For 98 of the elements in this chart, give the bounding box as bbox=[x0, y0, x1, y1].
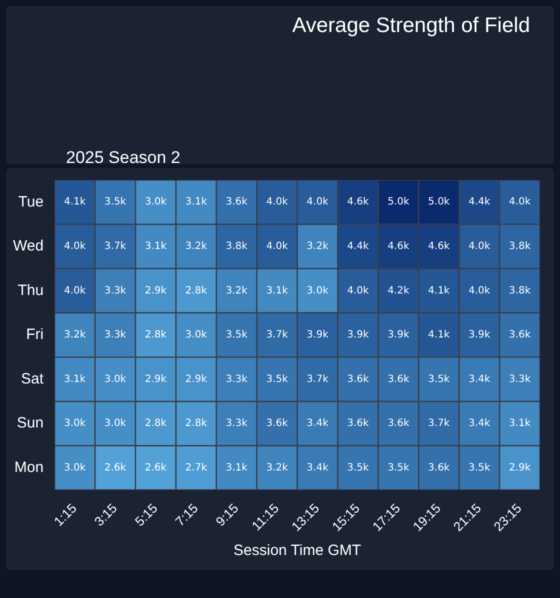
data-label: 3.6k bbox=[508, 330, 531, 341]
data-label: 3.5k bbox=[347, 462, 370, 474]
chart-subtitle: 2025 Season 2 bbox=[66, 148, 180, 168]
data-label: 5.0k bbox=[428, 196, 450, 208]
data-label: 3.3k bbox=[104, 285, 126, 296]
data-label: 3.2k bbox=[306, 241, 329, 252]
data-label: 4.0k bbox=[468, 241, 490, 252]
data-label: 2.7k bbox=[185, 462, 208, 474]
data-label: 4.6k bbox=[347, 196, 370, 208]
data-label: 3.9k bbox=[306, 330, 329, 341]
data-label: 3.6k bbox=[226, 196, 248, 208]
chart-title: Average Strength of Field bbox=[292, 14, 530, 38]
data-label: 3.4k bbox=[306, 462, 329, 474]
y-tick-label: Wed bbox=[12, 238, 44, 255]
data-label: 4.0k bbox=[64, 241, 86, 252]
data-label: 3.4k bbox=[468, 418, 490, 430]
data-label: 3.2k bbox=[64, 330, 86, 341]
data-label: 4.4k bbox=[468, 196, 490, 208]
data-label: 3.4k bbox=[468, 374, 490, 385]
data-label: 3.1k bbox=[226, 462, 248, 474]
data-label: 3.0k bbox=[104, 418, 126, 430]
data-label: 5.0k bbox=[388, 196, 410, 208]
y-tick-label: Mon bbox=[14, 458, 44, 476]
x-tick-label: 9:15 bbox=[212, 500, 242, 530]
data-label: 4.0k bbox=[508, 196, 531, 208]
data-label: 3.3k bbox=[508, 374, 531, 385]
data-label: 3.6k bbox=[266, 418, 288, 430]
data-label: 3.1k bbox=[64, 374, 86, 385]
data-label: 3.9k bbox=[388, 330, 410, 341]
data-label: 3.5k bbox=[266, 374, 288, 385]
data-label: 3.2k bbox=[266, 462, 288, 474]
data-label: 2.8k bbox=[185, 285, 208, 296]
data-label: 4.1k bbox=[428, 285, 450, 296]
data-label: 4.0k bbox=[468, 285, 490, 296]
y-tick-label: Sun bbox=[16, 414, 44, 432]
data-label: 3.5k bbox=[104, 196, 126, 208]
data-label: 3.7k bbox=[104, 241, 126, 252]
data-label: 2.8k bbox=[144, 418, 167, 430]
data-label: 2.8k bbox=[185, 418, 208, 430]
data-label: 4.4k bbox=[347, 241, 370, 252]
data-label: 3.5k bbox=[428, 374, 450, 385]
data-label: 3.6k bbox=[388, 418, 410, 430]
data-label: 3.8k bbox=[226, 241, 248, 252]
data-label: 3.0k bbox=[104, 374, 126, 385]
data-label: 4.6k bbox=[428, 241, 450, 252]
data-label: 3.1k bbox=[185, 196, 208, 208]
data-label: 2.6k bbox=[104, 462, 126, 474]
x-tick-label: 3:15 bbox=[91, 500, 120, 530]
data-label: 3.9k bbox=[347, 330, 370, 341]
data-label: 2.9k bbox=[144, 374, 167, 385]
data-label: 3.5k bbox=[468, 462, 490, 474]
data-label: 3.2k bbox=[226, 285, 248, 296]
data-label: 3.1k bbox=[508, 418, 531, 430]
y-tick-label: Fri bbox=[26, 326, 44, 344]
data-label: 4.1k bbox=[64, 196, 86, 208]
x-axis-title: Session Time GMT bbox=[234, 542, 362, 560]
data-label: 3.7k bbox=[266, 330, 288, 341]
data-label: 3.4k bbox=[306, 418, 329, 430]
y-tick-label: Tue bbox=[18, 193, 44, 210]
data-label: 2.9k bbox=[508, 462, 531, 474]
data-label: 3.1k bbox=[144, 241, 167, 252]
data-label: 3.3k bbox=[104, 330, 126, 341]
data-label: 2.6k bbox=[144, 462, 167, 474]
data-label: 4.0k bbox=[64, 285, 86, 296]
data-label: 3.6k bbox=[347, 374, 370, 385]
x-tick-label: 7:15 bbox=[172, 500, 201, 530]
y-tick-label: Thu bbox=[18, 282, 44, 299]
data-label: 3.6k bbox=[428, 462, 450, 474]
data-label: 3.3k bbox=[226, 418, 248, 430]
data-label: 3.0k bbox=[64, 418, 86, 430]
data-label: 4.0k bbox=[347, 285, 370, 296]
data-label: 3.6k bbox=[347, 418, 370, 430]
data-label: 3.0k bbox=[185, 330, 208, 341]
data-label: 3.7k bbox=[306, 374, 329, 385]
data-label: 3.5k bbox=[226, 330, 248, 341]
data-label: 4.0k bbox=[306, 196, 329, 208]
data-label: 3.0k bbox=[144, 196, 167, 208]
data-label: 3.8k bbox=[508, 241, 531, 252]
y-tick-label: Sat bbox=[21, 370, 44, 388]
data-label: 4.1k bbox=[428, 330, 450, 341]
data-label: 3.2k bbox=[185, 241, 208, 252]
data-label: 2.8k bbox=[144, 330, 167, 341]
data-label: 3.0k bbox=[306, 285, 329, 296]
data-label: 3.3k bbox=[226, 374, 248, 385]
data-label: 3.5k bbox=[388, 462, 410, 474]
data-label: 3.9k bbox=[468, 330, 490, 341]
x-tick-label: 5:15 bbox=[132, 500, 160, 530]
data-label: 2.9k bbox=[144, 285, 167, 296]
data-label: 2.9k bbox=[185, 374, 208, 385]
data-label: 3.0k bbox=[64, 462, 86, 474]
data-label: 3.6k bbox=[388, 374, 410, 385]
data-label: 4.0k bbox=[266, 241, 288, 252]
data-label: 3.7k bbox=[428, 418, 450, 430]
data-label: 3.8k bbox=[508, 285, 531, 296]
data-label: 4.6k bbox=[388, 241, 410, 252]
data-label: 3.1k bbox=[266, 285, 288, 296]
data-label: 4.0k bbox=[266, 196, 288, 208]
data-label: 4.2k bbox=[388, 285, 410, 296]
